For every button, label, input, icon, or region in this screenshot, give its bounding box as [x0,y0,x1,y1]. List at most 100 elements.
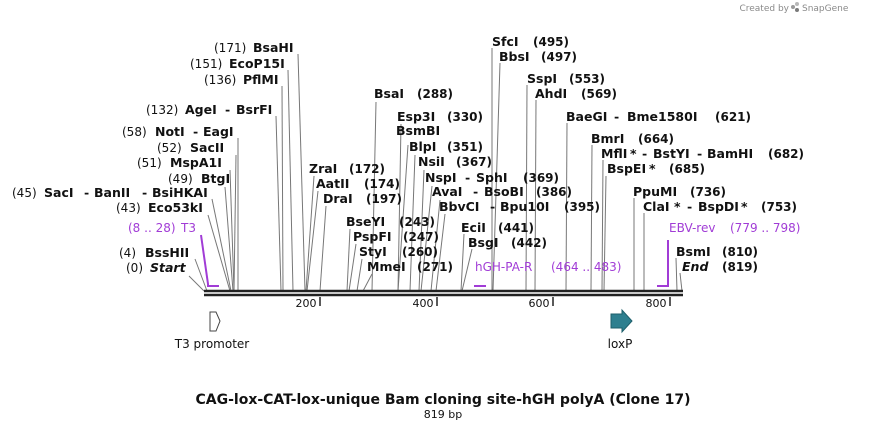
svg-text:BlpI(351): BlpI (351) [409,139,483,154]
primer-markers [200,234,669,287]
site-position: (441) [498,221,534,235]
svg-text:BseYI(243): BseYI (243) [346,214,435,229]
enzyme-name: BbsI [499,49,530,64]
enzyme-name: NsiI [418,154,445,169]
svg-text:(43)Eco53kI: (43) Eco53kI [116,200,203,215]
enzyme-name: BaeGI [566,109,607,124]
svg-text:BmrI(664): BmrI (664) [591,131,674,146]
svg-text:EciI(441): EciI (441) [461,220,534,235]
site-position: (753) [761,200,797,214]
enzyme-name: BspEI [607,161,646,176]
svg-text:BbsI(497): BbsI (497) [499,49,577,64]
svg-text:End(819): End (819) [682,259,758,274]
svg-text:BbvCI-Bpu10I(395): BbvCI - Bpu10I (395) [439,199,600,214]
axis-tick-label: 800 [646,297,667,310]
enzyme-name: Esp3I [397,109,435,124]
svg-text:ZraI(172): ZraI (172) [309,161,385,176]
svg-text:MflI*-BstYI-BamHI(682): MflI * - BstYI - BamHI (682) [601,146,804,161]
start-label: Start [150,260,187,275]
enzyme-name: BsrFI [236,102,272,117]
snapgene-brand: SnapGene [802,4,849,14]
axis-ticks: 200 400 600 800 [296,297,671,310]
enzyme-name: MspA1I [170,155,222,170]
svg-text:(51)MspA1I: (51) MspA1I [137,155,222,170]
enzyme-name: AvaI [432,184,462,199]
site-position: (132) [146,103,178,117]
snapgene-logo-icon [791,2,799,12]
svg-text:BsaI(288): BsaI (288) [374,86,453,101]
enzyme-name: EcoP15I [229,56,285,71]
site-position: (497) [541,50,577,64]
site-position: (288) [417,87,453,101]
svg-text:PpuMI(736): PpuMI (736) [633,184,726,199]
axis-tick-label: 200 [296,297,317,310]
site-position: (45) [12,186,37,200]
enzyme-name: BsgI [468,235,499,250]
svg-text:SfcI(495): SfcI (495) [492,34,569,49]
enzyme-name: BseYI [346,214,385,229]
site-position: (736) [690,185,726,199]
site-position: (819) [722,260,758,274]
svg-text:NspI-SphI(369): NspI - SphI (369) [425,170,559,185]
site-position: (51) [137,156,162,170]
enzyme-name: MmeI [367,259,406,274]
site-position: (386) [536,185,572,199]
site-position: (174) [364,177,400,191]
enzyme-lead-lines [188,48,683,292]
middle-enzyme-labels: BsaI (288) Esp3I (330) BsmBI BlpI (351) Nsi… [309,86,600,274]
enzyme-name: BanII [94,185,130,200]
right-enzyme-labels: SfcI (495) BbsI (497) SspI (553) AhdI (569) … [492,34,804,274]
svg-text:(171)BsaHI: (171) BsaHI [214,40,294,55]
svg-text:(132)AgeI-BsrFI: (132) AgeI - BsrFI [146,102,272,117]
svg-text:(151)EcoP15I: (151) EcoP15I [190,56,285,71]
enzyme-name: BsaHI [253,40,294,55]
site-position: (369) [523,171,559,185]
site-position: (682) [768,147,804,161]
enzyme-name: BlpI [409,139,436,154]
created-by-text: Created by [739,4,789,14]
left-enzyme-labels: (171) BsaHI (151) EcoP15I (136) PflMI (132)… [12,40,294,275]
site-position: (43) [116,201,141,215]
enzyme-name: MflI [601,146,627,161]
t3-promoter-label: T3 promoter [174,337,250,351]
enzyme-name: BamHI [707,146,753,161]
svg-text:SspI(553): SspI (553) [527,71,605,86]
svg-text:BspEI*(685): BspEI * (685) [607,161,705,176]
enzyme-name: BsmI [676,244,711,259]
svg-text:NsiI(367): NsiI (367) [418,154,492,169]
site-position: (247) [403,230,439,244]
svg-text:(0)Start: (0) Start [126,260,187,275]
svg-text:(49)BtgI: (49) BtgI [168,171,230,186]
svg-text:(136)PflMI: (136) PflMI [204,72,279,87]
t3-promoter-arrow-icon [209,311,221,332]
site-position: (495) [533,35,569,49]
svg-text:BsgI(442): BsgI (442) [468,235,547,250]
site-position: (4) [119,246,136,260]
site-position: (243) [399,215,435,229]
svg-text:(45)SacI-BanII-BsiHKAI: (45) SacI - BanII - BsiHKAI [12,185,208,200]
enzyme-name: Bme1580I [627,109,697,124]
enzyme-name: PspFI [353,229,392,244]
enzyme-name: AgeI [185,102,217,117]
end-label: End [682,259,709,274]
enzyme-name: PflMI [243,72,279,87]
svg-text:Esp3I(330): Esp3I (330) [397,109,483,124]
enzyme-name: SspI [527,71,557,86]
site-position: (136) [204,73,236,87]
enzyme-name: BstYI [653,146,690,161]
enzyme-name: EagI [203,124,234,139]
site-position: (271) [417,260,453,274]
primer-hgh-pa-r-label: hGH-PA-R (464 .. 483) [475,260,621,274]
sequence-length: 819 bp [424,408,462,421]
enzyme-name: PpuMI [633,184,677,199]
site-position: (0) [126,261,143,275]
site-position: (330) [447,110,483,124]
enzyme-name: StyI [359,244,387,259]
svg-text:AhdI(569): AhdI (569) [535,86,617,101]
site-position: (151) [190,57,222,71]
enzyme-name: BssHII [145,245,189,260]
dna-backbone [204,289,683,297]
site-position: (197) [366,192,402,206]
enzyme-name: BspDI [698,199,739,214]
svg-text:BsmBI: BsmBI [396,123,440,138]
